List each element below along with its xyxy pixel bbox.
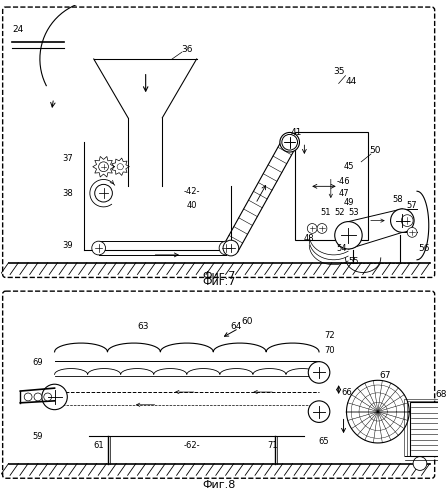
Circle shape [219,241,233,255]
Text: -46: -46 [337,177,351,186]
Text: -42-: -42- [183,186,200,196]
Bar [410,402,446,456]
Circle shape [308,362,330,383]
Text: 63: 63 [137,322,149,331]
Circle shape [282,134,297,150]
Circle shape [401,214,413,226]
Text: 49: 49 [343,198,354,207]
Text: 51: 51 [321,208,331,218]
FancyBboxPatch shape [3,291,435,478]
Text: 70: 70 [325,346,335,356]
Circle shape [335,222,362,249]
Text: 45: 45 [343,162,354,171]
Text: 40: 40 [186,202,197,210]
Circle shape [413,456,427,470]
Bar [407,401,446,456]
Text: 60: 60 [242,317,253,326]
Text: 58: 58 [392,194,403,203]
Circle shape [42,384,67,409]
Text: 72: 72 [325,330,335,340]
Text: 69: 69 [33,358,43,367]
Text: -62-: -62- [183,442,200,450]
Text: 71: 71 [268,442,278,450]
Text: 64: 64 [230,322,241,331]
Text: 52: 52 [334,208,345,218]
Circle shape [308,401,330,422]
Text: 35: 35 [333,67,344,76]
Text: 61: 61 [93,442,104,450]
Text: 38: 38 [62,188,73,198]
Text: 37: 37 [62,154,73,164]
Circle shape [95,184,112,202]
Circle shape [44,393,52,401]
Text: 53: 53 [348,208,359,218]
Circle shape [280,132,299,152]
Text: 59: 59 [33,432,43,440]
Text: 41: 41 [291,128,302,137]
Circle shape [445,456,446,470]
Text: 56: 56 [418,244,429,252]
Circle shape [24,393,32,401]
Bar [404,399,446,456]
Bar [294,132,368,240]
Text: 68: 68 [436,390,446,400]
Text: 24: 24 [12,25,24,34]
Text: 54: 54 [336,244,347,252]
Text: 48: 48 [304,234,314,242]
Text: 39: 39 [62,240,73,250]
Text: 65: 65 [318,436,329,446]
Circle shape [407,228,417,237]
Text: Фиг.7: Фиг.7 [202,278,236,287]
Text: 50: 50 [369,146,380,154]
Text: 67: 67 [379,371,390,380]
Text: 57: 57 [407,202,417,210]
Text: 66: 66 [341,388,352,396]
Circle shape [34,393,42,401]
Text: 44: 44 [346,77,357,86]
Circle shape [307,224,317,234]
Text: 55: 55 [348,258,359,266]
Text: Фиг.7: Фиг.7 [202,272,236,281]
Circle shape [223,240,239,256]
Text: 47: 47 [338,188,349,198]
Text: 36: 36 [181,44,193,54]
Circle shape [99,162,108,172]
Circle shape [391,209,414,233]
Circle shape [317,224,327,234]
Text: Фиг.8: Фиг.8 [202,480,236,490]
Circle shape [92,241,106,255]
FancyBboxPatch shape [3,7,435,278]
